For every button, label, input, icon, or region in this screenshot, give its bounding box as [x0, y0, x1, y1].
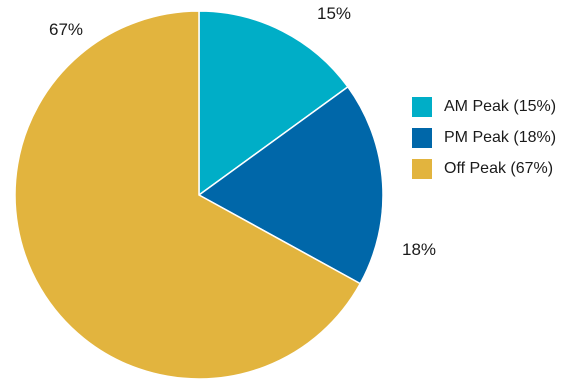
legend-item-am-peak: AM Peak (15%): [412, 97, 556, 117]
pie-slice-am-peak: [198, 10, 349, 197]
legend-swatch-am-peak: [412, 97, 432, 117]
pie-slice-pm-peak: [197, 85, 384, 285]
legend-swatch-pm-peak: [412, 128, 432, 148]
slice-labels: 15% 18% 67%: [49, 4, 436, 259]
pie-slices: [14, 10, 384, 379]
legend-item-off-peak: Off Peak (67%): [412, 159, 556, 179]
legend-swatch-off-peak: [412, 159, 432, 179]
legend-label-pm-peak: PM Peak (18%): [444, 129, 557, 146]
legend-item-pm-peak: PM Peak (18%): [412, 128, 556, 148]
legend-label-am-peak: AM Peak (15%): [444, 98, 557, 115]
slice-label-pm-peak: 18%: [402, 240, 436, 259]
chart-legend: AM Peak (15%) PM Peak (18%) Off Peak (67…: [412, 97, 556, 179]
slice-label-off-peak: 67%: [49, 20, 83, 39]
slice-label-am-peak: 15%: [317, 4, 351, 23]
legend-label-off-peak: Off Peak (67%): [444, 160, 554, 177]
pie-slice-off-peak: [14, 10, 362, 379]
